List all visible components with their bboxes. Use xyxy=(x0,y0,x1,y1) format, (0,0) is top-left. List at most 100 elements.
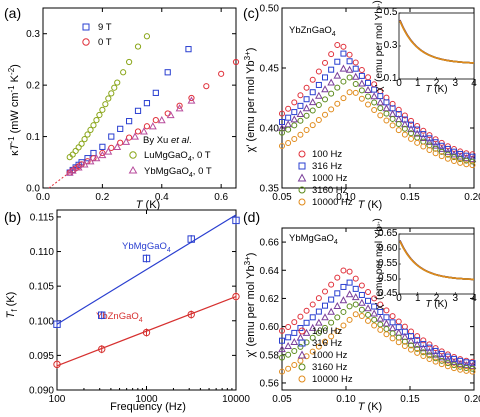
pc-point-s4 xyxy=(395,127,402,134)
pd-legend-marker-0 xyxy=(298,327,306,335)
pd-point-s3 xyxy=(309,334,316,341)
pc-ytick-label: 0.50 xyxy=(260,4,280,15)
pc-point-s0 xyxy=(426,132,433,139)
pc-point-s3 xyxy=(395,120,402,127)
pc-point-s4 xyxy=(328,106,335,113)
pc-inset-ylabel: χ' (emu per mol Yb3+) xyxy=(372,0,385,92)
pd-point-s0 xyxy=(352,275,359,282)
panel-a-point-s2 xyxy=(134,43,142,50)
pd-point-s1 xyxy=(358,291,365,298)
panel-a-point-s0 xyxy=(126,118,133,125)
panel-b-ytick-label: 0.105 xyxy=(29,282,54,293)
pd-point-s0 xyxy=(346,268,353,275)
pd-point-s3 xyxy=(469,365,476,372)
panel-a-point-s2 xyxy=(108,90,115,97)
pd-point-s4 xyxy=(371,322,378,329)
panel-a-point-s2 xyxy=(126,58,133,66)
pd-point-s3 xyxy=(408,342,415,349)
pd-point-s3 xyxy=(438,357,445,364)
pd-point-s0 xyxy=(377,301,384,308)
pc-point-s1 xyxy=(328,66,335,73)
pc-point-s0 xyxy=(383,94,390,101)
panel-a-point-s2 xyxy=(114,79,121,86)
pc-legend-marker-1 xyxy=(298,162,306,170)
panel-a-point-s2 xyxy=(78,140,85,147)
pc-point-s3 xyxy=(322,96,329,103)
pc-inset-xtick-label: 4 xyxy=(471,78,477,89)
pd-point-s4 xyxy=(340,322,347,329)
pd-point-s2 xyxy=(364,304,372,312)
pc-point-s2 xyxy=(462,154,471,162)
pd-point-s1 xyxy=(371,303,378,310)
pc-point-s2 xyxy=(419,133,428,141)
panel-b-point-s1 xyxy=(187,310,195,319)
pc-point-s3 xyxy=(365,93,372,100)
pc-point-s3 xyxy=(432,145,439,152)
panel-d-xlabel: T (K) xyxy=(358,401,382,413)
pd-point-s0 xyxy=(401,323,408,330)
pc-xtick-label: 0.05 xyxy=(272,192,292,203)
panel-b-point-s1 xyxy=(142,328,151,337)
pd-ytick-label: 0.66 xyxy=(260,238,280,249)
panel-a-ytick-label: 0.2 xyxy=(26,81,40,92)
pd-point-s1 xyxy=(285,334,292,341)
panel-c: (c) T (K) χ' (emu per mol Yb3+) YbZnGaO4… xyxy=(243,0,480,211)
pc-point-s4 xyxy=(444,155,451,162)
pc-point-s2 xyxy=(358,79,366,87)
pc-point-s0 xyxy=(420,127,427,134)
pc-legend-label-4: 10000 Hz xyxy=(312,197,353,208)
pd-point-s4 xyxy=(457,366,464,373)
panel-a-point-s3 xyxy=(157,115,166,124)
pc-point-s4 xyxy=(408,135,415,142)
pc-point-s2 xyxy=(382,104,391,112)
pc-point-s4 xyxy=(432,150,439,157)
pc-point-s4 xyxy=(315,117,322,124)
pc-inset-ytick-label: 0.1 xyxy=(384,73,398,84)
panel-b-point-s1 xyxy=(232,292,240,301)
panel-a-point-s2 xyxy=(105,95,112,102)
panel-a-point-s1 xyxy=(108,144,115,151)
pc-point-s2 xyxy=(284,120,292,128)
pd-point-s1 xyxy=(438,350,445,357)
panel-a-point-s0 xyxy=(134,107,142,114)
panel-a-point-s2 xyxy=(69,151,76,158)
pc-point-s3 xyxy=(346,74,353,81)
pd-point-s0 xyxy=(365,289,372,296)
pc-point-s0 xyxy=(303,84,310,91)
pd-point-s3 xyxy=(420,349,427,356)
pd-point-s4 xyxy=(377,326,384,333)
pc-point-s1 xyxy=(358,72,365,79)
pd-point-s2 xyxy=(413,340,422,348)
pc-point-s4 xyxy=(420,143,427,150)
panel-a-point-s1 xyxy=(134,128,142,135)
pc-inset-ytick-label: 0.3 xyxy=(384,40,398,51)
panel-a-point-s1 xyxy=(126,134,133,141)
pd-point-s0 xyxy=(426,341,433,348)
pd-point-s4 xyxy=(463,367,470,374)
pc-point-s1 xyxy=(322,74,329,81)
pd-point-s1 xyxy=(420,341,427,348)
panel-c-xlabel: T (K) xyxy=(358,199,382,211)
pd-xtick-label: 0.05 xyxy=(272,394,292,405)
pc-point-s1 xyxy=(315,81,322,88)
pc-legend-marker-0 xyxy=(298,150,306,158)
pc-point-s3 xyxy=(469,158,476,165)
pc-point-s1 xyxy=(438,142,445,149)
pc-point-s1 xyxy=(383,99,390,106)
panel-a-point-s0 xyxy=(117,125,124,132)
pd-point-s3 xyxy=(322,324,329,331)
pc-point-s2 xyxy=(345,65,354,73)
pc-inset-xtick-label: 0 xyxy=(396,78,402,89)
panel-a-point-s2 xyxy=(143,33,151,40)
pc-point-s4 xyxy=(291,136,298,143)
panel-b-ytick-label: 0.115 xyxy=(30,212,55,223)
pd-point-s4 xyxy=(322,338,329,345)
pd-point-s3 xyxy=(426,352,433,359)
legend-marker-ybmg xyxy=(128,166,138,174)
panel-a-point-s3 xyxy=(86,157,95,165)
pd-point-s0 xyxy=(315,295,322,302)
panel-a-point-s1 xyxy=(99,149,106,157)
pc-point-s0 xyxy=(309,76,316,83)
panel-a-point-s1 xyxy=(152,117,159,124)
